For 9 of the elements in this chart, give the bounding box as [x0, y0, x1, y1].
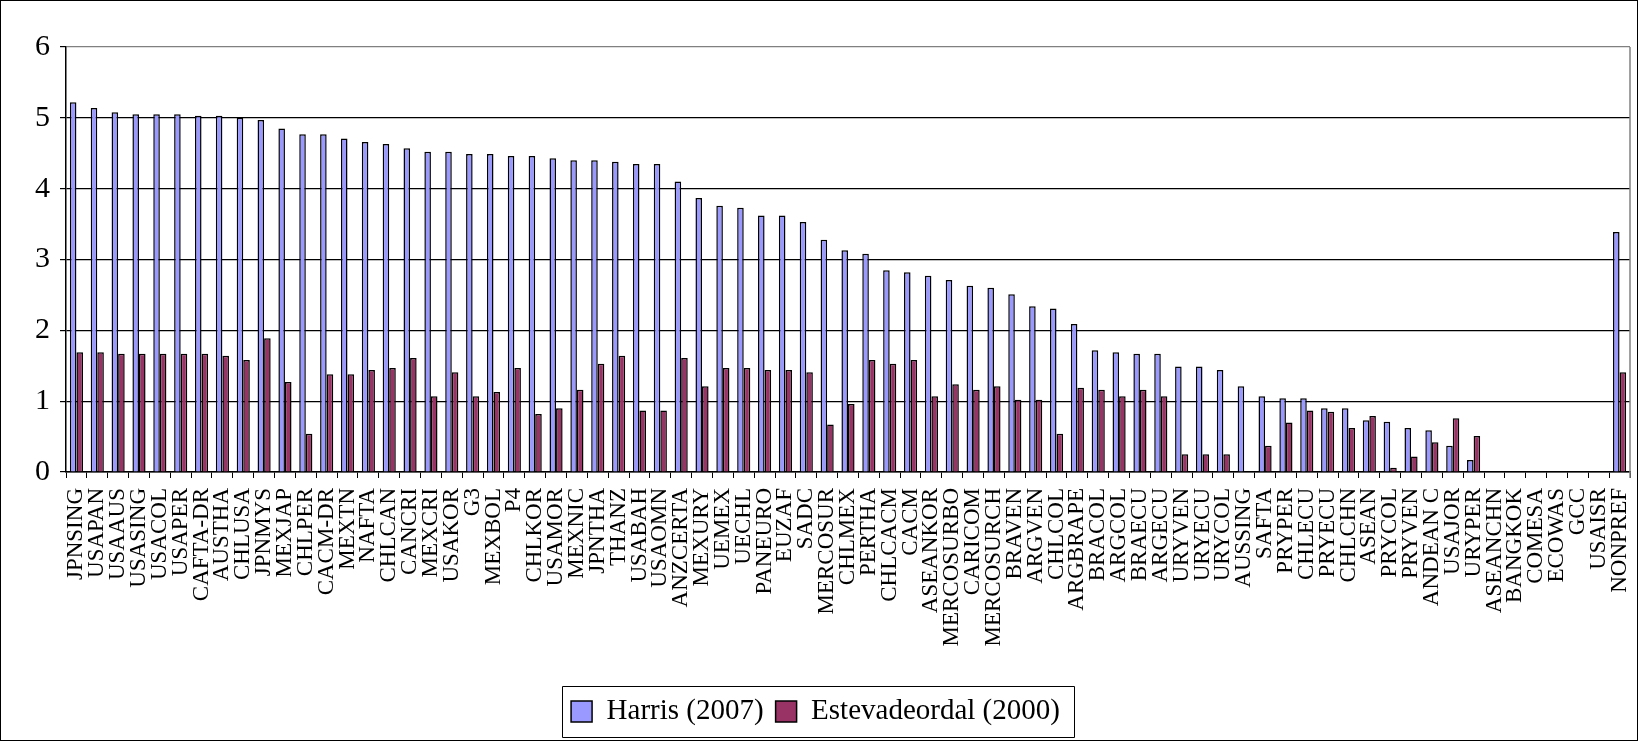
y-tick-label: 5: [35, 98, 50, 132]
y-tick-label: 4: [35, 169, 50, 203]
y-tick-label: 3: [35, 240, 50, 274]
y-tick-label: 6: [35, 27, 50, 61]
y-tick-label: 2: [35, 311, 50, 345]
y-tick-label: 0: [35, 452, 50, 486]
y-tick-label: 1: [35, 382, 50, 416]
legend-label: Estevadeordal (2000): [811, 693, 1060, 727]
legend-label: Harris (2007): [606, 693, 764, 727]
